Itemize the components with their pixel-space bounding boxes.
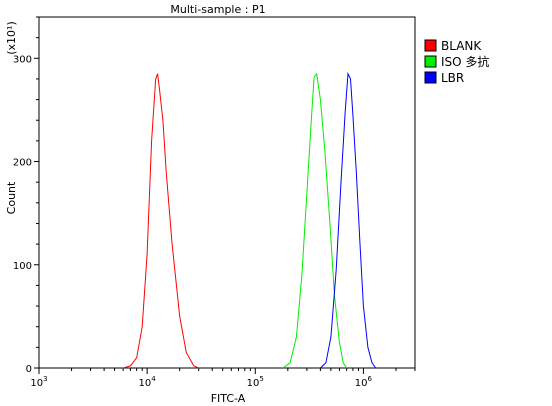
y-tick-label: 100 (13, 261, 32, 272)
legend-swatch (424, 55, 437, 68)
x-tick-label: 105 (247, 375, 264, 389)
legend-swatch (424, 39, 437, 52)
y-axis-ticks: 0 100 200 300 (13, 16, 39, 375)
legend-entry-label: BLANK (441, 39, 482, 53)
x-axis-ticks: 103 104 105 106 (30, 368, 416, 389)
x-tick-label: 103 (30, 375, 47, 389)
series-group (122, 71, 377, 369)
series-line-blank (122, 73, 199, 369)
y-tick-label: 0 (26, 364, 32, 375)
plot-area-frame (38, 16, 416, 369)
legend-entry-label: ISO 多抗 (441, 54, 489, 69)
y-axis-label: Count (5, 181, 18, 214)
series-line-lbr (320, 71, 377, 369)
legend-swatch (424, 71, 437, 84)
y-tick-label: 200 (13, 158, 32, 169)
y-multiplier-label: (x10¹) (5, 21, 18, 55)
legend-entry-label: LBR (441, 71, 464, 85)
x-tick-label: 106 (355, 375, 373, 389)
y-tick-label: 300 (13, 54, 32, 65)
x-tick-label: 104 (139, 375, 157, 389)
x-axis-label: FITC-A (211, 392, 246, 405)
series-line-iso-多抗 (282, 72, 348, 369)
chart-title: Multi-sample : P1 (170, 3, 265, 16)
